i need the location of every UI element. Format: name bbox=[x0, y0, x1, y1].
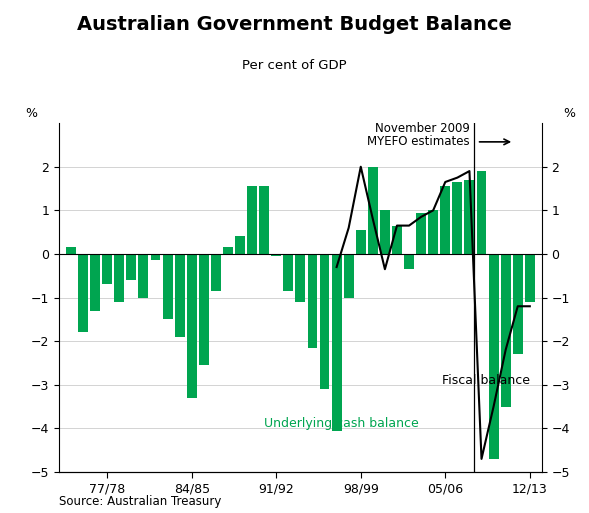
Bar bbox=[259, 186, 269, 254]
Bar bbox=[247, 186, 257, 254]
Bar bbox=[102, 254, 112, 285]
Text: Source: Australian Treasury: Source: Australian Treasury bbox=[59, 495, 221, 508]
Bar bbox=[416, 212, 426, 254]
Bar bbox=[368, 167, 378, 254]
Bar bbox=[428, 210, 438, 254]
Bar bbox=[404, 254, 414, 269]
Bar bbox=[296, 254, 305, 302]
Bar bbox=[163, 254, 173, 319]
Bar bbox=[211, 254, 221, 291]
Bar bbox=[356, 230, 366, 254]
Bar bbox=[78, 254, 88, 332]
Bar bbox=[272, 254, 281, 256]
Text: MYEFO estimates: MYEFO estimates bbox=[367, 135, 469, 148]
Bar bbox=[138, 254, 148, 298]
Bar bbox=[114, 254, 124, 302]
Bar bbox=[332, 254, 342, 430]
Bar bbox=[283, 254, 293, 291]
Bar bbox=[66, 247, 76, 254]
Bar bbox=[489, 254, 498, 459]
Bar bbox=[320, 254, 329, 389]
Bar bbox=[151, 254, 160, 261]
Bar bbox=[175, 254, 184, 337]
Bar bbox=[501, 254, 511, 406]
Bar bbox=[344, 254, 353, 298]
Bar bbox=[392, 226, 402, 254]
Bar bbox=[513, 254, 522, 354]
Text: Fiscal balance: Fiscal balance bbox=[442, 374, 530, 387]
Text: %: % bbox=[564, 107, 575, 120]
Bar bbox=[127, 254, 136, 280]
Bar bbox=[90, 254, 100, 311]
Text: November 2009: November 2009 bbox=[375, 122, 469, 135]
Bar bbox=[380, 210, 390, 254]
Bar bbox=[307, 254, 317, 348]
Bar bbox=[441, 186, 450, 254]
Text: %: % bbox=[25, 107, 37, 120]
Bar bbox=[465, 180, 474, 254]
Bar bbox=[187, 254, 197, 398]
Text: Australian Government Budget Balance: Australian Government Budget Balance bbox=[77, 15, 512, 34]
Text: Underlying cash balance: Underlying cash balance bbox=[264, 418, 419, 430]
Bar bbox=[452, 182, 462, 254]
Text: Per cent of GDP: Per cent of GDP bbox=[242, 59, 347, 72]
Bar bbox=[525, 254, 535, 302]
Bar bbox=[199, 254, 209, 365]
Bar bbox=[223, 247, 233, 254]
Bar bbox=[235, 236, 245, 254]
Bar bbox=[477, 171, 487, 254]
